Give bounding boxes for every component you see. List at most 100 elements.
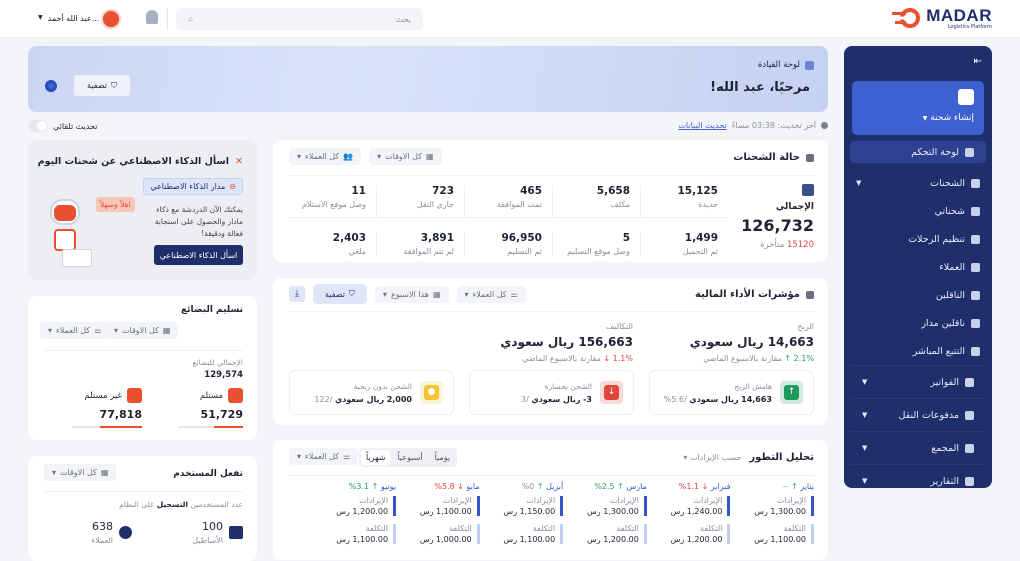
desc-text: على النظام	[119, 500, 155, 509]
kpi-unit: ريال سعودي	[531, 394, 581, 404]
arrow-down-icon: ↓	[701, 482, 709, 491]
avatar[interactable]	[101, 9, 121, 29]
sidebar-item[interactable]: تنظيم الرحلات	[844, 225, 992, 253]
cost-label: التكلفة	[783, 524, 806, 533]
sidebar-item[interactable]: الناقلين	[844, 281, 992, 309]
user-activity-card: تفعل المستخدم ▾ كل الاوقات ▦ عدد المستخد…	[28, 456, 257, 561]
sidebar-item[interactable]: العملاء	[844, 253, 992, 281]
status-value: 15,125	[677, 185, 718, 197]
evolution-analysis-card: تحليل التطور حسب الإيرادات ▾ يومياً أسبوع…	[273, 440, 828, 560]
sidebar-item-label: التقارير	[930, 475, 959, 487]
revenue-label: الإيرادات	[359, 496, 389, 505]
collapse-sidebar-icon[interactable]: ⇤	[973, 56, 982, 67]
title-text: مؤشرات الأداء المالية	[694, 289, 800, 300]
clients-filter[interactable]: ▾ كل العملاء ⚌	[456, 285, 526, 303]
profit-label: الربح	[797, 322, 814, 331]
status-value: 96,950	[501, 232, 542, 244]
sidebar-item[interactable]: لوحة التحكم	[850, 141, 986, 163]
costs-change: 1.1%	[612, 354, 633, 363]
ask-ai-button[interactable]: اسأل الذكاء الاصطناعي	[154, 245, 243, 265]
chevron-down-icon: ▼	[862, 378, 868, 386]
card-title: تسليم البضائع	[181, 305, 243, 315]
clients-filter[interactable]: ▾ كل العملاء ⚌	[289, 448, 359, 465]
search-input[interactable]: بحث ⌕	[176, 8, 423, 30]
metric-select[interactable]: حسب الإيرادات ▾	[683, 453, 742, 462]
time-filter[interactable]: ▾ كل الاوقات ▦	[44, 464, 117, 481]
ai-badge: ⊖ مدار الذكاء الاصطناعي	[143, 178, 243, 195]
period-tab[interactable]: يومياً	[434, 453, 451, 462]
time-filter[interactable]: ▾ كل الاوقات ▦	[106, 322, 179, 339]
users-icon: ⚌	[94, 326, 102, 335]
sidebar-item[interactable]: التتبع المباشر	[844, 337, 992, 365]
cost-value: 1,200.00 رس	[587, 535, 639, 544]
create-shipment-button[interactable]: إنشاء شحنة ▼	[852, 81, 984, 135]
cost-value: 1,000.00 رس	[419, 535, 472, 544]
month-name: يونيو	[380, 482, 397, 491]
arrow-up-icon: ↑	[371, 482, 379, 491]
filter-button[interactable]: ⛉ تصفية	[74, 75, 130, 96]
sidebar-item[interactable]: الشحنات ▼	[844, 169, 992, 197]
fleets-stat: 100 الأساطيل	[192, 520, 243, 545]
filter-icon: ⛉	[110, 80, 117, 90]
clock-icon	[821, 122, 828, 129]
filter-text: كل الاوقات	[122, 326, 159, 335]
breadcrumb-item: لوحة القيادة	[757, 60, 800, 70]
kpi-icon: ↑	[780, 381, 803, 404]
info-icon	[806, 153, 814, 162]
menu-icon	[971, 262, 980, 272]
desc-text: عدد المستخدمين	[190, 500, 243, 509]
period-tab[interactable]: شهرياً	[361, 450, 391, 465]
document-icon	[127, 388, 142, 403]
kpi-label: الشحن بدون ربحية	[353, 381, 412, 391]
divider	[44, 350, 243, 351]
sidebar-item[interactable]: الفواتير ▼	[850, 365, 986, 398]
sidebar-item-label: العملاء	[939, 261, 965, 273]
time-filter[interactable]: ▾ كل الاوقات ▦	[369, 148, 442, 165]
month-change: 5.8%	[434, 482, 455, 491]
cost-label: التكلفة	[616, 524, 639, 533]
sidebar-item[interactable]: شحناتي	[844, 197, 992, 225]
sidebar-item[interactable]: المجمع ▼	[850, 431, 986, 464]
bell-icon[interactable]	[146, 10, 158, 24]
period-filter[interactable]: ▾ هذا الاسبوع ▦	[374, 285, 449, 303]
costs-value: 156,663 ريال سعودي	[500, 335, 633, 349]
status-value: 5	[622, 232, 630, 244]
user-menu[interactable]: ▼ عبد الله أحمد...	[38, 14, 99, 23]
filter-button[interactable]: تصفية ⛉	[313, 284, 367, 304]
clients-filter[interactable]: ▾ كل العملاء ⚌	[40, 322, 110, 339]
month-name: فبراير	[710, 482, 731, 491]
download-button[interactable]: ⤓	[289, 286, 305, 302]
total-label: الإجمالي للبضائع	[192, 358, 243, 367]
sidebar-item[interactable]: التقارير ▼	[850, 464, 986, 497]
sidebar-item-label: الشحنات	[930, 177, 965, 189]
logo-text: MADAR	[926, 6, 992, 25]
sidebar-item[interactable]: مدفوعات النقل ▼	[850, 398, 986, 431]
refresh-data-link[interactable]: تحديث البيانات	[678, 121, 727, 130]
calendar-icon: ▦	[425, 152, 434, 161]
not-received-value: 77,818	[99, 408, 142, 421]
profit-change: 2.1%	[793, 354, 814, 363]
auto-refresh-toggle[interactable]	[28, 120, 48, 132]
calendar-icon: ▦	[100, 468, 109, 477]
eye-icon[interactable]	[45, 80, 57, 92]
menu-icon	[971, 206, 980, 216]
sidebar-item[interactable]: ناقلين مدار	[844, 309, 992, 337]
status-value: 465	[520, 185, 542, 197]
late-label: متأخرة	[760, 240, 785, 250]
status-label: وصل موقع الاستلام	[302, 200, 366, 209]
last-update-text: آخر تحديث: 03:38 مساءً	[731, 121, 816, 130]
truck-icon	[229, 526, 243, 539]
cost-label: التكلفة	[699, 524, 723, 533]
clients-filter[interactable]: ▾ كل العملاء 👥	[289, 148, 362, 165]
revenue-label: الإيرادات	[609, 496, 639, 505]
not-received-label: غير مستلم	[84, 390, 122, 401]
period-tab[interactable]: أسبوعياً	[397, 453, 423, 462]
card-title: مؤشرات الأداء المالية	[695, 289, 814, 300]
cost-label: التكلفة	[449, 524, 472, 533]
menu-icon	[971, 346, 980, 356]
revenue-value: 1,100.00 رس	[419, 507, 472, 516]
logo[interactable]: MADAR Logistics Platform	[892, 6, 992, 30]
users-icon	[119, 526, 132, 539]
arrow-up-icon: ↑	[536, 482, 544, 491]
status-label: جديدة	[698, 200, 718, 209]
